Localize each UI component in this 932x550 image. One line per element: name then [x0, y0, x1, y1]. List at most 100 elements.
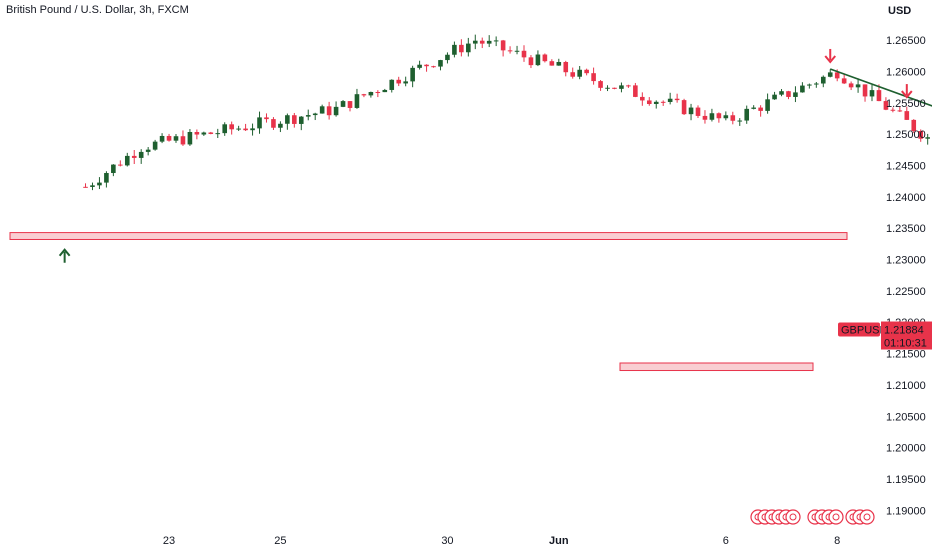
- candle-body: [535, 54, 541, 66]
- candle-body: [340, 101, 346, 107]
- candle-body: [848, 83, 854, 88]
- candle-body: [528, 57, 534, 66]
- currency-label: USD: [888, 5, 911, 17]
- candle-body: [800, 85, 805, 93]
- candle-body: [271, 119, 276, 128]
- time-tick-label: 6: [723, 535, 729, 547]
- candle-body: [305, 115, 311, 117]
- candle-body: [862, 84, 868, 97]
- candle-body: [591, 73, 596, 82]
- candle-body: [918, 131, 924, 139]
- candle-body: [598, 81, 603, 88]
- candle-body: [424, 64, 429, 67]
- candle-body: [730, 115, 736, 121]
- candle-body: [793, 92, 798, 97]
- last-price-box: [881, 321, 932, 350]
- candle-body: [194, 132, 200, 135]
- event-icon[interactable]: [828, 509, 844, 525]
- chart-title: British Pound / U.S. Dollar, 3h, FXCM: [6, 4, 189, 16]
- candle-body: [633, 85, 638, 97]
- countdown-label: 01:10:31: [884, 338, 927, 350]
- candle-body: [493, 40, 499, 42]
- candle-body: [605, 87, 610, 89]
- candle-body: [83, 186, 88, 188]
- candle-body: [751, 107, 756, 109]
- up-arrow-icon: [58, 248, 71, 263]
- candle-body: [570, 72, 576, 77]
- price-tick-label: 1.19000: [886, 505, 926, 517]
- price-tick-label: 1.26500: [886, 35, 926, 47]
- candle-body: [521, 50, 527, 58]
- candle-body: [500, 40, 506, 51]
- time-tick-label: 8: [834, 535, 840, 547]
- candle-body: [737, 120, 743, 122]
- candle-body: [396, 79, 402, 84]
- candle-body: [347, 101, 353, 108]
- candle-body: [626, 85, 631, 87]
- candle-body: [890, 109, 896, 111]
- candle-body: [814, 83, 819, 85]
- candle-body: [612, 87, 617, 89]
- candle-body: [410, 67, 415, 82]
- candle-body: [208, 132, 214, 134]
- candle-body: [653, 101, 659, 104]
- candle-body: [236, 128, 241, 130]
- candle-body: [786, 91, 791, 97]
- candle-body: [855, 84, 861, 88]
- candle-body: [876, 90, 882, 102]
- candle-body: [758, 107, 763, 111]
- candle-body: [375, 92, 381, 94]
- candle-body: [716, 113, 722, 119]
- candle-body: [201, 132, 207, 135]
- candle-body: [869, 90, 875, 97]
- downtrend-line[interactable]: [829, 68, 932, 263]
- candle-body: [145, 149, 151, 152]
- candle-body: [486, 40, 492, 44]
- candle-body: [584, 69, 589, 74]
- candle-body: [264, 117, 269, 120]
- candle-body: [556, 61, 562, 66]
- event-icon[interactable]: [859, 509, 875, 525]
- candle-body: [138, 151, 144, 158]
- candle-body: [298, 116, 304, 124]
- candle-body: [354, 94, 360, 108]
- candle-body: [438, 60, 443, 67]
- candle-body: [681, 100, 687, 115]
- event-icon[interactable]: [785, 509, 801, 525]
- price-tick-label: 1.22500: [886, 286, 926, 298]
- price-tick-label: 1.23000: [886, 255, 926, 267]
- support-zone[interactable]: [619, 362, 814, 372]
- candle-body: [229, 124, 234, 130]
- symbol-tag: [838, 322, 880, 337]
- candle-body: [368, 92, 374, 96]
- candle-body: [765, 99, 770, 111]
- candle-body: [131, 155, 137, 158]
- candle-body: [180, 136, 186, 145]
- down-arrow-icon: [901, 84, 913, 99]
- time-tick-label: 30: [441, 535, 453, 547]
- candle-body: [111, 164, 116, 174]
- time-tick-label: 23: [163, 535, 175, 547]
- candle-body: [285, 115, 290, 124]
- candle-body: [479, 40, 485, 44]
- price-tick-label: 1.21000: [886, 380, 926, 392]
- candle-body: [827, 72, 833, 77]
- price-tick-label: 1.19500: [886, 474, 926, 486]
- price-tick-label: 1.20500: [886, 411, 926, 423]
- overlays: [9, 48, 932, 372]
- candle-body: [361, 94, 367, 96]
- candle-body: [472, 40, 478, 44]
- candle-body: [215, 133, 221, 135]
- resistance-zone[interactable]: [9, 232, 848, 240]
- candle-body: [723, 115, 729, 119]
- candle-body: [549, 61, 555, 66]
- candle-body: [292, 115, 297, 124]
- candle-body: [445, 54, 450, 61]
- candle-body: [660, 101, 666, 103]
- candle-body: [243, 128, 248, 131]
- candle-body: [326, 106, 332, 116]
- candle-body: [834, 72, 840, 79]
- candle-body: [159, 135, 165, 142]
- candle-body: [152, 141, 158, 150]
